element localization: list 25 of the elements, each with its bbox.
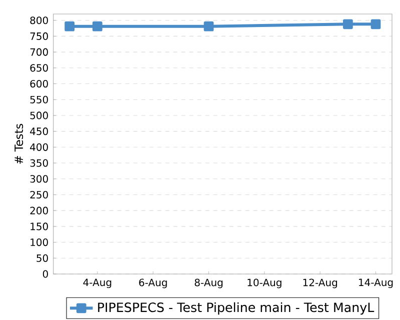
x-tick-label: 6-Aug	[139, 278, 167, 288]
x-tick-label: 10-Aug	[248, 278, 282, 288]
y-tick-label: 800	[30, 16, 48, 24]
y-tick-label: 650	[30, 64, 48, 72]
x-tick-label: 14-Aug	[359, 278, 393, 288]
y-tick-label: 150	[30, 222, 48, 230]
x-tick-label: 12-Aug	[303, 278, 338, 288]
y-tick-label: 200	[30, 206, 48, 214]
y-tick-label: 350	[30, 159, 48, 167]
y-tick-label: 550	[30, 96, 48, 104]
y-tick-label: 450	[30, 128, 48, 136]
y-tick-label: 50	[36, 254, 48, 262]
x-tick-label: 4-Aug	[83, 278, 112, 288]
x-tick-label: 8-Aug	[194, 278, 222, 288]
y-tick-label: 750	[30, 32, 48, 40]
legend-label: PIPESPECS - Test Pipeline main - Test ManyL	[98, 302, 374, 315]
y-tick-label: 400	[30, 143, 48, 151]
y-tick-label: 250	[30, 190, 48, 199]
y-tick-label: 700	[30, 48, 48, 56]
y-tick-label: 100	[30, 238, 48, 246]
y-tick-label: 500	[30, 112, 48, 120]
y-tick-label: 600	[30, 80, 48, 88]
y-tick-label: 0	[42, 270, 48, 278]
y-tick-label: 300	[30, 175, 48, 183]
y-axis-title: # Tests	[14, 124, 24, 164]
